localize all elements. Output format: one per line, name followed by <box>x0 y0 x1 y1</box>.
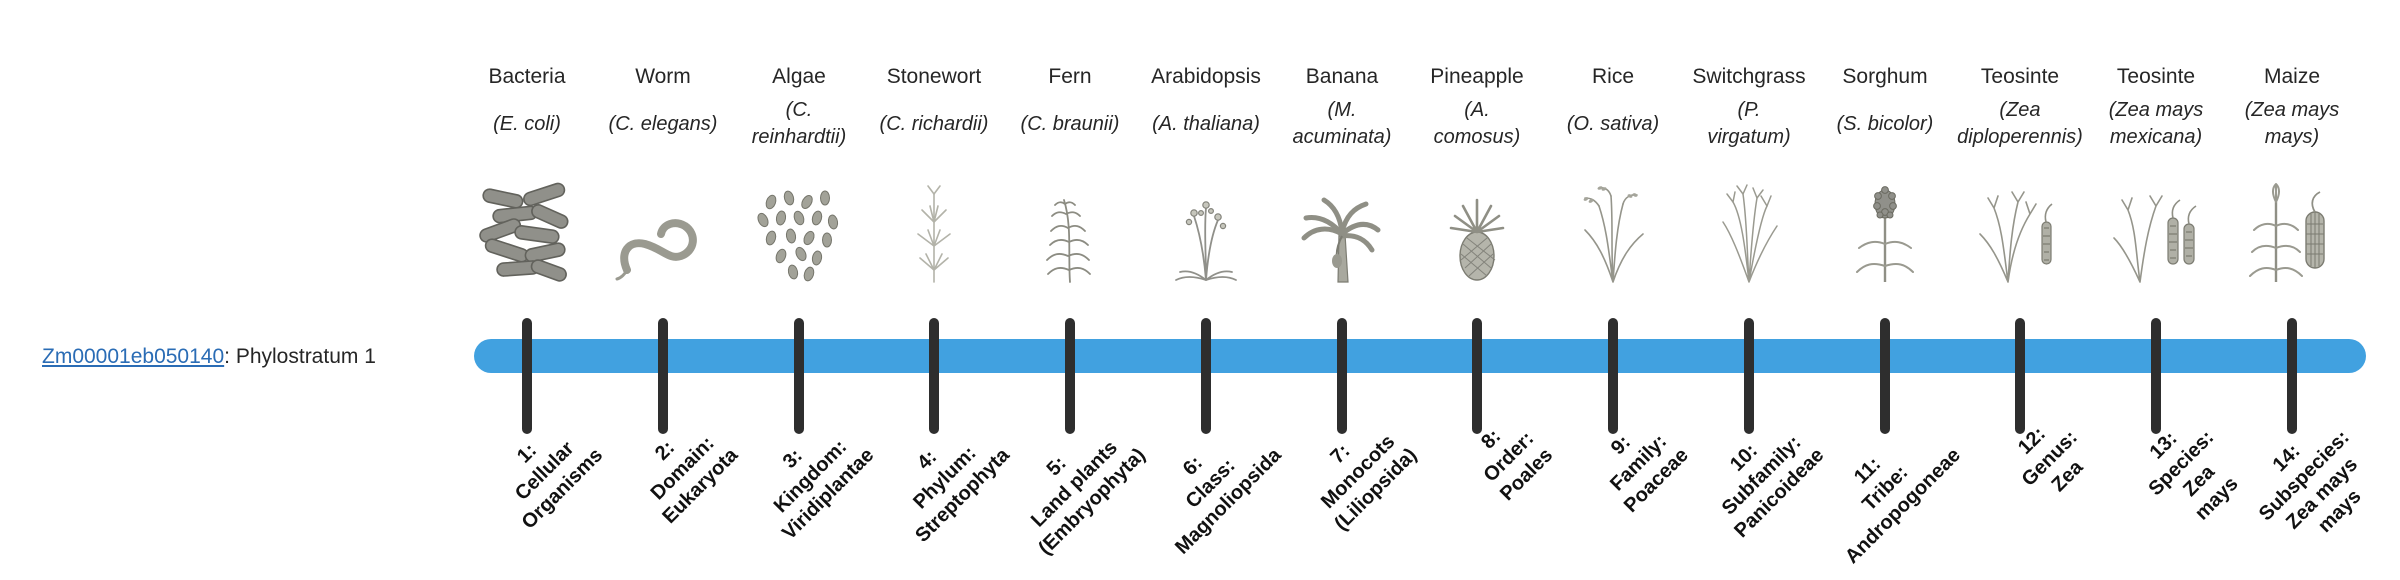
arabidopsis-icon <box>1138 166 1274 286</box>
stratum-label: 10: Subfamily: Panicoideae <box>1717 431 1829 543</box>
gene-id-link[interactable]: Zm00001eb050140 <box>42 345 225 368</box>
organism-scientific-name: (P. virgatum) <box>1707 99 1791 148</box>
phylostratum-column-10: Switchgrass (P. virgatum) 10: Subfamily:… <box>1681 0 1828 580</box>
organism-header: Stonewort (C. richardii) <box>850 64 1018 152</box>
maize-plant-icon <box>2224 166 2360 286</box>
stratum-label: 9: Family: Poaceae <box>1605 430 1693 518</box>
organism-header: Bacteria (E. coli) <box>443 64 611 152</box>
organism-common-name: Rice <box>1591 65 1634 88</box>
timeline-tick <box>522 318 532 434</box>
teosinte-diploperennis-icon <box>1952 166 2088 286</box>
algae-icon <box>731 166 867 286</box>
timeline-tick <box>1880 318 1890 434</box>
organism-header: Arabidopsis (A. thaliana) <box>1122 64 1290 152</box>
organism-common-name: Worm <box>635 65 691 88</box>
organism-scientific-name: (C. elegans) <box>608 112 718 135</box>
phylostratum-column-9: Rice (O. sativa) 9: Family: Poaceae <box>1545 0 1693 580</box>
organism-common-name: Bacteria <box>488 65 566 88</box>
organism-scientific-name: (O. sativa) <box>1566 112 1660 135</box>
phylostratum-column-14: Maize (Zea mays mays) 14: Subspecies: Ze… <box>2224 0 2366 580</box>
organism-scientific-name: (Zea mays mexicana) <box>2108 99 2204 148</box>
stratum-label: 4: Phylum: Streptophyta <box>908 442 1014 547</box>
stratum-label: 14: Subspecies: Zea mays mays <box>2255 426 2366 538</box>
organism-scientific-name: (Zea diploperennis) <box>1957 99 2083 148</box>
timeline-tick <box>929 318 939 434</box>
timeline-tick <box>658 318 668 434</box>
organism-header: Worm (C. elegans) <box>579 64 747 152</box>
organism-header: Switchgrass (P. virgatum) <box>1665 64 1833 152</box>
sorghum-icon <box>1817 166 1953 286</box>
organism-scientific-name: (C. braunii) <box>1020 112 1120 135</box>
organism-common-name: Teosinte <box>2116 65 2196 88</box>
organism-scientific-name: (A. comosus) <box>1433 99 1521 148</box>
organism-header: Maize (Zea mays mays) <box>2208 64 2376 152</box>
worm-icon <box>595 166 731 286</box>
phylostratum-column-8: Pineapple (A. comosus) 8: Order: Poales <box>1409 0 1556 580</box>
phylostratum-column-12: Teosinte (Zea diploperennis) 12: Genus: … <box>1952 0 2088 580</box>
organism-header: Sorghum (S. bicolor) <box>1801 64 1969 152</box>
organism-common-name: Teosinte <box>1980 65 2060 88</box>
fern-icon <box>1002 166 1138 286</box>
organism-common-name: Pineapple <box>1430 65 1524 88</box>
organism-common-name: Fern <box>1048 65 1092 88</box>
phylostratum-column-4: Stonewort (C. richardii) 4: Phylum: Stre… <box>866 0 1014 580</box>
organism-header: Rice (O. sativa) <box>1529 64 1697 152</box>
organism-header: Teosinte (Zea diploperennis) <box>1936 64 2104 152</box>
organism-common-name: Algae <box>772 65 826 88</box>
timeline-tick <box>1608 318 1618 434</box>
rice-plant-icon <box>1545 166 1681 286</box>
phylostratum-column-5: Fern (C. braunii) 5: Land plants (Embryo… <box>1002 0 1150 580</box>
stratum-label: 2: Domain: Eukaryota <box>646 432 743 529</box>
timeline-tick <box>794 318 804 434</box>
stratum-label: 1: Cellular Organisms <box>510 437 607 534</box>
timeline-tick <box>1201 318 1211 434</box>
stratum-label: 3: Kingdom: Viridiplantae <box>770 435 879 545</box>
stratum-label: 7: Monocots (Liliopsida) <box>1317 430 1422 536</box>
switchgrass-icon <box>1681 166 1817 286</box>
organism-scientific-name: (A. thaliana) <box>1152 112 1260 135</box>
stonewort-icon <box>866 166 1002 286</box>
stratum-label: 6: Class: Magnoliopsida <box>1171 444 1286 559</box>
organism-scientific-name: (S. bicolor) <box>1836 112 1934 135</box>
phylostratum-assignment-text: : Phylostratum 1 <box>224 345 376 368</box>
organism-header: Fern (C. braunii) <box>986 64 1154 152</box>
organism-common-name: Banana <box>1305 65 1379 88</box>
phylostratum-column-6: Arabidopsis (A. thaliana) 6: Class: Magn… <box>1138 0 1285 580</box>
organism-header: Teosinte (Zea mays mexicana) <box>2072 64 2240 152</box>
organism-scientific-name: (Zea mays mays) <box>2244 99 2340 148</box>
organism-common-name: Switchgrass <box>1692 65 1806 88</box>
pineapple-icon <box>1409 166 1545 286</box>
phylostratum-column-1: Bacteria (E. coli) 1: Cellul <box>459 0 607 580</box>
organism-common-name: Stonewort <box>886 65 982 88</box>
phylostratum-column-3: Algae (C. reinhardtii) <box>731 0 879 580</box>
timeline-tick <box>2151 318 2161 434</box>
organism-scientific-name: (C. richardii) <box>879 112 989 135</box>
organism-header: Pineapple (A. comosus) <box>1393 64 1561 152</box>
gene-label: Zm00001eb050140: Phylostratum 1 <box>42 345 376 369</box>
phylostrata-timeline-bar <box>474 339 2366 373</box>
organism-header: Algae (C. reinhardtii) <box>715 64 883 152</box>
phylostratum-column-2: Worm (C. elegans) 2: Domain: Eukaryota <box>595 0 743 580</box>
timeline-tick <box>2015 318 2025 434</box>
teosinte-mexicana-icon <box>2088 166 2224 286</box>
organism-scientific-name: (E. coli) <box>493 112 561 135</box>
phylostratum-column-11: Sorghum (S. bicolor) 11: Tribe: Andropog… <box>1817 0 1965 580</box>
bacteria-icon <box>459 166 595 286</box>
timeline-tick <box>1744 318 1754 434</box>
phylostratum-column-7: Banana (M. acuminata) 7: Monocots (Lilio… <box>1274 0 1422 580</box>
phylostratum-column-13: Teosinte (Zea mays mexicana) 13: Species… <box>2088 0 2243 580</box>
organism-scientific-name: (C. reinhardtii) <box>751 99 847 148</box>
organism-common-name: Arabidopsis <box>1151 65 1261 88</box>
organism-common-name: Sorghum <box>1842 65 1928 88</box>
timeline-tick <box>1337 318 1347 434</box>
timeline-tick <box>2287 318 2297 434</box>
organism-scientific-name: (M. acuminata) <box>1292 99 1392 148</box>
timeline-tick <box>1472 318 1482 434</box>
organism-common-name: Maize <box>2263 65 2321 88</box>
banana-plant-icon <box>1274 166 1410 286</box>
organism-header: Banana (M. acuminata) <box>1258 64 1426 152</box>
timeline-tick <box>1065 318 1075 434</box>
